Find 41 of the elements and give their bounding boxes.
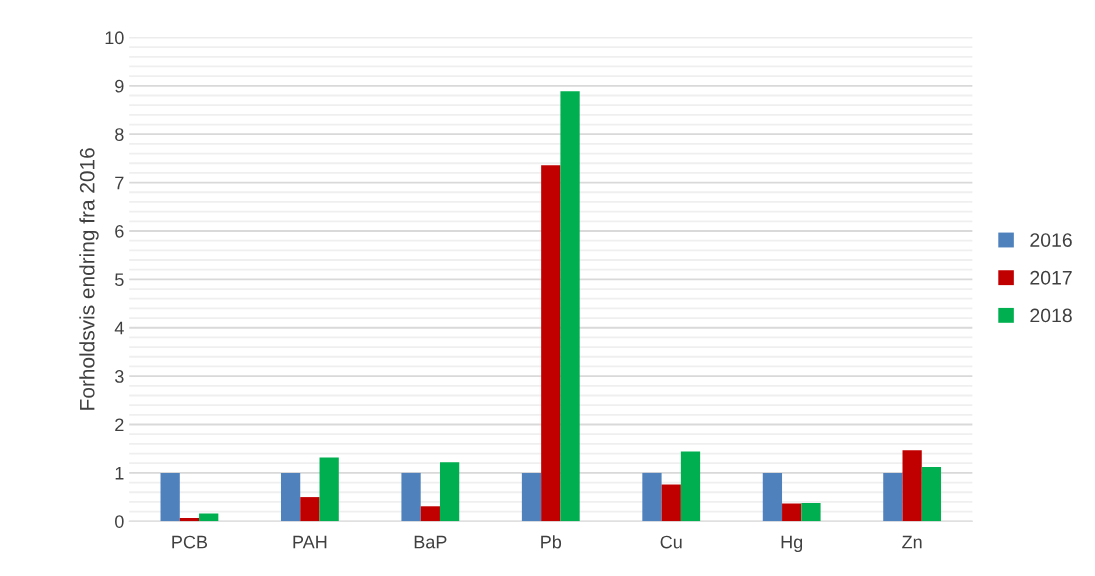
bar [883, 472, 903, 522]
y-tick-label: 3 [115, 370, 124, 383]
y-axis-title: Forholdsvis endring fra 2016 [79, 148, 99, 410]
bar [541, 165, 561, 522]
y-tick-label: 2 [115, 418, 124, 432]
x-tick-label: PAH [293, 535, 327, 549]
y-tick-label: 6 [115, 224, 124, 238]
bar [160, 472, 180, 522]
y-tick-label: 9 [115, 79, 124, 93]
bar [902, 450, 922, 522]
x-tick-label: Zn [902, 535, 922, 549]
y-tick-label: 8 [115, 128, 124, 141]
bar [782, 503, 802, 522]
bar [921, 467, 942, 522]
x-tick-label: BaP [414, 535, 447, 549]
bar [560, 91, 580, 522]
bar [642, 472, 662, 522]
bar [300, 497, 320, 522]
bar [762, 472, 783, 522]
y-tick-label: 5 [115, 273, 124, 287]
bar [401, 472, 421, 522]
bar [661, 484, 681, 522]
legend-label: 2016 [1030, 233, 1072, 247]
x-tick-label: Pb [541, 535, 562, 549]
y-tick-label: 7 [115, 176, 124, 190]
y-tick-label: 4 [114, 321, 124, 335]
legend-label: 2017 [1030, 270, 1072, 285]
bar [680, 451, 701, 522]
bar [521, 472, 542, 522]
bar [439, 462, 460, 522]
legend-label: 2018 [1030, 308, 1072, 323]
bar [319, 457, 339, 522]
x-tick-label: Hg [781, 535, 803, 552]
x-tick-label: PCB [172, 535, 208, 549]
bar [280, 472, 301, 522]
x-tick-label: Cu [660, 535, 682, 549]
bar [801, 502, 821, 522]
y-tick-label: 0 [115, 515, 124, 528]
y-tick-label: 10 [105, 31, 124, 45]
bar [420, 506, 440, 522]
y-tick-label: 1 [115, 467, 124, 480]
